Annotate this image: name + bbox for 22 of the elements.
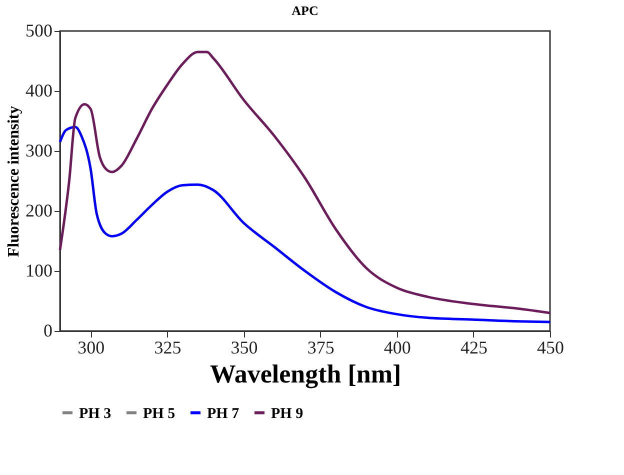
y-tick-label: 100 bbox=[26, 260, 52, 280]
y-tick-label: 300 bbox=[26, 140, 52, 160]
x-tick-label: 400 bbox=[384, 338, 411, 358]
legend-label: PH 9 bbox=[271, 406, 304, 422]
y-tick-label: 0 bbox=[44, 320, 52, 340]
legend-label: PH 3 bbox=[79, 406, 112, 422]
y-tick-label: 200 bbox=[26, 200, 52, 220]
x-tick-label: 325 bbox=[154, 338, 182, 358]
y-tick-label: 500 bbox=[26, 20, 52, 40]
x-tick-label: 450 bbox=[537, 338, 564, 358]
x-tick-label: 300 bbox=[78, 338, 105, 358]
x-tick-label: 375 bbox=[307, 338, 334, 358]
legend-label: PH 5 bbox=[143, 406, 176, 422]
x-axis-title: Wavelength [nm] bbox=[210, 360, 402, 388]
legend-label: PH 7 bbox=[207, 406, 240, 422]
x-tick-label: 425 bbox=[460, 338, 488, 358]
line-series bbox=[58, 50, 552, 314]
y-tick-label: 400 bbox=[26, 80, 52, 100]
y-axis-title: Fluorescence intensity bbox=[6, 106, 22, 258]
chart-title: APC bbox=[292, 3, 318, 18]
x-tick-label: 350 bbox=[230, 338, 258, 358]
line-series bbox=[58, 126, 552, 324]
